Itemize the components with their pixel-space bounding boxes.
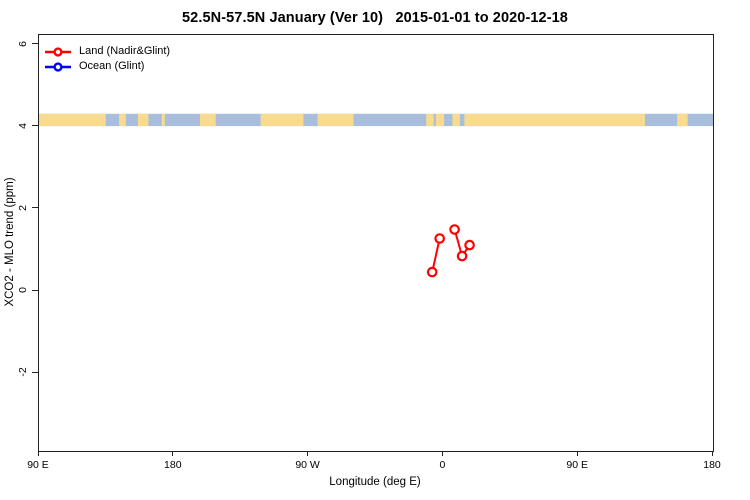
data-point xyxy=(456,250,468,262)
y-tick-mark xyxy=(32,125,38,127)
plot-area: Land (Nadir&Glint) Ocean (Glint) xyxy=(38,34,714,452)
map-band-land-segment xyxy=(260,113,304,127)
y-tick-label: -2 xyxy=(17,367,29,377)
x-tick-mark xyxy=(576,451,578,456)
y-axis-title: XCO2 - MLO trend (ppm) xyxy=(4,177,16,307)
ocean-series-marker-icon xyxy=(45,61,71,72)
y-tick-label: 4 xyxy=(17,122,29,129)
data-point xyxy=(449,224,460,235)
land-series-marker-icon xyxy=(45,46,71,57)
map-band-land-segment xyxy=(119,113,126,127)
x-tick-mark xyxy=(441,451,443,456)
x-tick-mark xyxy=(307,451,309,456)
data-point xyxy=(426,266,438,278)
map-band-land-segment xyxy=(137,113,149,127)
y-tick-mark xyxy=(32,207,38,209)
y-tick-label: 6 xyxy=(17,40,29,47)
x-tick-label: 0 xyxy=(439,459,446,471)
x-tick-label: 90 E xyxy=(566,459,588,471)
y-tick-mark xyxy=(32,43,38,45)
legend: Land (Nadir&Glint) Ocean (Glint) xyxy=(44,44,170,74)
legend-label-ocean: Ocean (Glint) xyxy=(79,60,145,72)
legend-item-ocean: Ocean (Glint) xyxy=(44,59,170,74)
map-band-land-segment xyxy=(39,113,106,127)
x-tick-label: 180 xyxy=(703,459,721,471)
x-tick-label: 90 E xyxy=(27,459,49,471)
map-band-land-segment xyxy=(452,113,460,127)
map-band-land-segment xyxy=(464,113,645,127)
x-axis-title: Longitude (deg E) xyxy=(329,476,421,488)
map-band-land-segment xyxy=(317,113,354,127)
map-band-land-segment xyxy=(435,113,445,127)
x-tick-label: 90 W xyxy=(295,459,320,471)
data-point xyxy=(434,233,445,244)
y-tick-mark xyxy=(32,289,38,291)
map-band-land-segment xyxy=(161,113,165,127)
y-tick-label: 0 xyxy=(17,287,29,293)
y-tick-mark xyxy=(32,371,38,373)
plot-svg xyxy=(39,113,713,278)
map-band-land-segment xyxy=(677,113,688,127)
map-band-land-segment xyxy=(426,113,434,127)
x-tick-label: 180 xyxy=(164,459,182,471)
y-tick-label: 2 xyxy=(17,204,29,211)
legend-label-land: Land (Nadir&Glint) xyxy=(79,45,171,57)
x-tick-mark xyxy=(172,451,174,456)
legend-item-land: Land (Nadir&Glint) xyxy=(44,44,170,59)
x-tick-mark xyxy=(711,451,713,456)
chart-title: 52.5N-57.5N January (Ver 10) 2015-01-01 … xyxy=(182,10,568,26)
map-band-land-segment xyxy=(200,113,216,127)
series-line xyxy=(431,238,441,273)
x-tick-mark xyxy=(37,451,39,456)
data-point xyxy=(464,239,475,251)
